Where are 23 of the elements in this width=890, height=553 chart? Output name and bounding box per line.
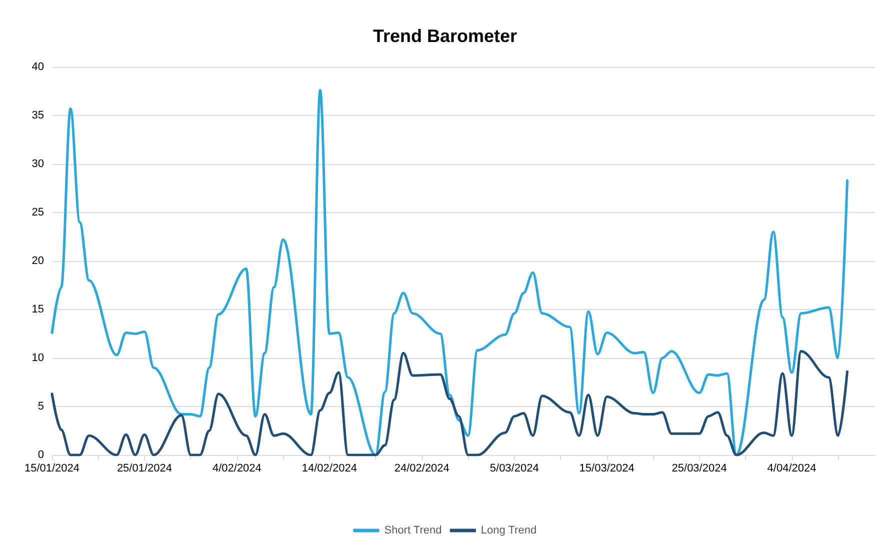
y-tick-label: 5 — [38, 400, 44, 412]
x-tick-label: 25/03/2024 — [672, 462, 727, 474]
y-tick-label: 15 — [32, 304, 44, 316]
x-tick-label: 15/01/2024 — [24, 462, 80, 474]
y-tick-label: 35 — [32, 110, 44, 122]
legend-label: Short Trend — [384, 524, 442, 536]
y-tick-label: 25 — [32, 206, 44, 218]
y-tick-label: 10 — [32, 352, 44, 364]
x-tick-label: 24/02/2024 — [394, 462, 450, 474]
x-tick-label: 4/04/2024 — [767, 462, 816, 474]
y-tick-label: 40 — [32, 61, 44, 73]
line-series — [50, 89, 849, 456]
line-series — [50, 350, 849, 456]
legend-label: Long Trend — [480, 524, 537, 536]
chart-title: Trend Barometer — [372, 26, 518, 46]
x-tick-label: 5/03/2024 — [490, 462, 539, 474]
x-tick-label: 25/01/2024 — [116, 462, 172, 474]
y-tick-label: 20 — [32, 255, 44, 267]
y-tick-label: 0 — [38, 449, 44, 461]
x-tick-label: 14/02/2024 — [302, 462, 357, 474]
x-tick-label: 15/03/2024 — [579, 462, 634, 474]
x-tick-label: 4/02/2024 — [212, 462, 262, 474]
y-tick-label: 30 — [32, 158, 44, 170]
